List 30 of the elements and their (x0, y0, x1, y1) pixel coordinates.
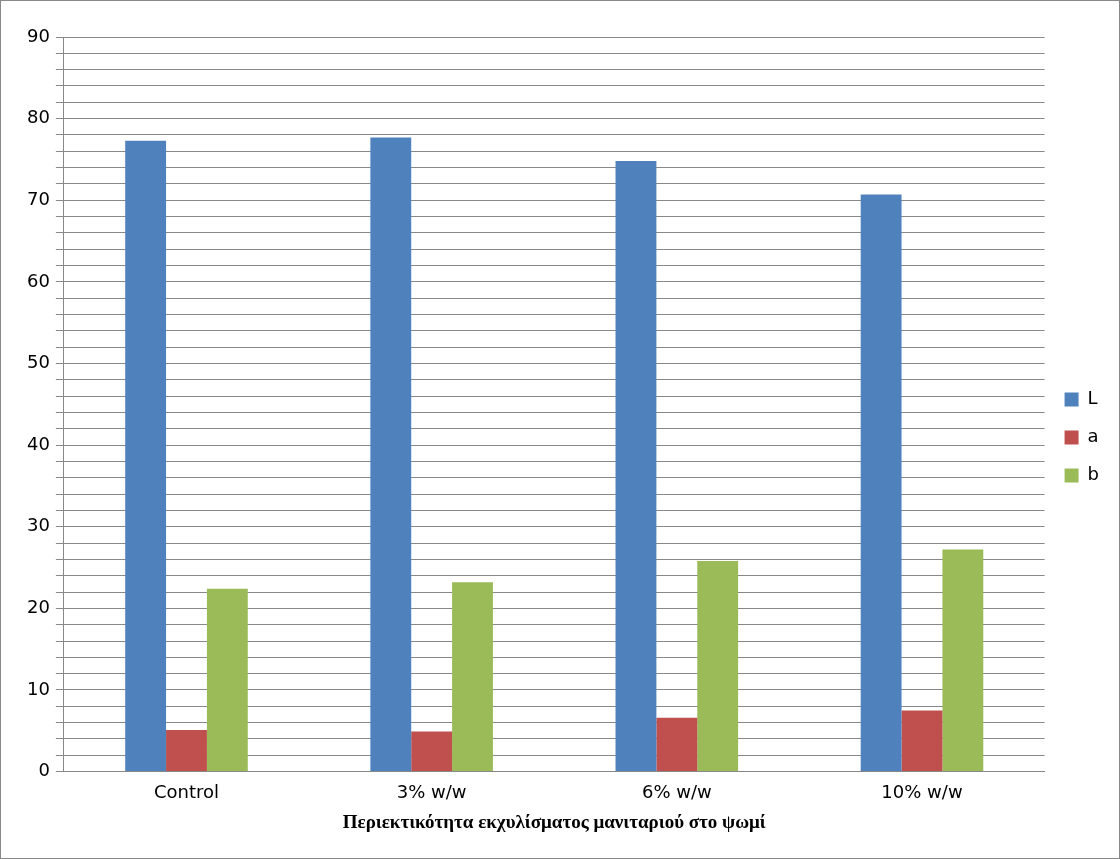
bar (615, 161, 657, 772)
bar (452, 582, 493, 772)
y-tick-label: 60 (27, 269, 50, 291)
bar (697, 561, 739, 772)
y-tick-label: 70 (27, 187, 50, 209)
x-tick-label: 3% w/w (396, 781, 467, 803)
bar (206, 588, 248, 772)
legend-label: b (1087, 463, 1100, 485)
y-tick-label: 0 (38, 759, 50, 781)
bar (411, 731, 453, 772)
x-tick-label: Control (153, 781, 220, 803)
x-tick-label: 10% w/w (881, 781, 963, 803)
x-tick-label: 6% w/w (641, 781, 712, 803)
bar (901, 710, 943, 772)
legend-label: L (1087, 387, 1098, 409)
bar (166, 729, 207, 772)
y-tick-label: 40 (27, 432, 50, 454)
y-tick-label: 50 (27, 351, 50, 373)
bar (125, 140, 167, 772)
legend-label: a (1087, 425, 1099, 447)
y-tick-label: 90 (27, 24, 50, 46)
y-tick-label: 20 (27, 596, 50, 618)
bar (370, 137, 412, 772)
y-tick-label: 10 (27, 677, 50, 699)
bar (860, 194, 902, 772)
bar (656, 717, 698, 772)
x-axis-title: Περιεκτικότητα εκχυλίσματος μανιταριού στο ψωμί (342, 810, 766, 832)
bar (942, 549, 984, 772)
y-tick-label: 30 (27, 514, 50, 536)
y-tick-label: 80 (27, 106, 50, 128)
